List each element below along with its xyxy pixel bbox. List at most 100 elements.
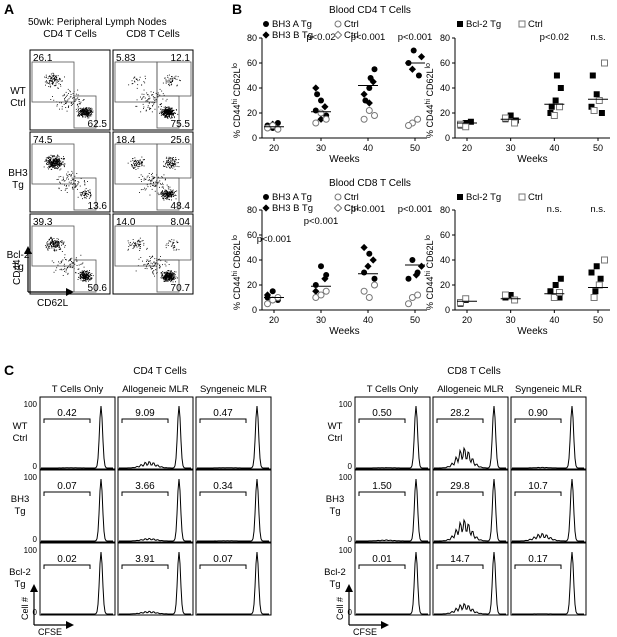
- flow-gate: [114, 61, 158, 103]
- data-point: [269, 288, 276, 295]
- legend-marker: [334, 193, 342, 201]
- flow-plot-frame: [29, 131, 111, 213]
- y-axis-label: % CD44hi CD62Llo: [425, 235, 435, 310]
- histogram-y-tick: 100: [24, 400, 38, 409]
- data-point: [321, 275, 329, 283]
- data-point: [318, 97, 324, 104]
- x-tick-label: 30: [316, 143, 326, 153]
- histogram-gate-value: 29.8: [450, 481, 470, 492]
- flow-gate-value: 12.1: [171, 53, 191, 64]
- cell-count-arrow-head: [30, 584, 38, 592]
- histogram-gate-value: 0.42: [57, 408, 77, 419]
- flow-gate-value: 39.3: [33, 217, 53, 228]
- data-point: [547, 288, 554, 295]
- flow-dots: [128, 74, 181, 119]
- panel-a-letter: A: [4, 1, 14, 17]
- y-tick-label: 0: [252, 305, 257, 315]
- p-value-label: p<0.001: [257, 234, 292, 245]
- data-point: [365, 294, 373, 301]
- y-tick-label: 60: [247, 230, 257, 240]
- histogram-curve: [197, 551, 269, 615]
- data-point: [405, 300, 412, 308]
- p-value-label: n.s.: [590, 32, 605, 43]
- histogram-y-tick: 0: [348, 535, 353, 544]
- data-point: [360, 115, 368, 123]
- data-point: [365, 99, 373, 107]
- data-point: [415, 72, 422, 79]
- data-point: [269, 122, 277, 129]
- scatter-plot: 02040608020p<0.00130p<0.00140p<0.00150p<…: [232, 192, 432, 337]
- histogram-gate-value: 0.02: [57, 554, 77, 565]
- histogram-frame: [510, 396, 587, 470]
- histogram-gate: [358, 491, 406, 496]
- cd8-blood-title: Blood CD8 T Cells: [329, 178, 411, 189]
- flow-gate-value: 62.5: [88, 119, 108, 130]
- histogram-gate-value: 0.07: [57, 481, 77, 492]
- x-tick-label: 50: [593, 315, 603, 325]
- flow-dots: [45, 236, 94, 283]
- histogram-gate: [358, 564, 406, 569]
- histogram-frame: [354, 396, 431, 470]
- histogram-row-label: Ctrl: [328, 433, 343, 444]
- data-point: [414, 115, 422, 123]
- flow-gate: [31, 61, 75, 103]
- legend-marker: [457, 21, 463, 27]
- data-point: [511, 296, 519, 304]
- histogram-frame: [195, 542, 272, 616]
- x-tick-label: 20: [269, 315, 279, 325]
- histogram-row-label: Tg: [14, 506, 25, 517]
- legend-label: Bcl-2 Tg: [466, 19, 501, 30]
- histogram-curve: [512, 405, 584, 469]
- y-tick-label: 0: [445, 305, 450, 315]
- legend-label: BH3 A Tg: [272, 192, 312, 203]
- data-point: [274, 120, 281, 126]
- data-point: [317, 291, 325, 299]
- x-tick-label: 20: [462, 143, 472, 153]
- flow-dots: [43, 154, 92, 200]
- histogram-curve: [119, 478, 191, 542]
- histogram-y-tick: 0: [33, 535, 38, 544]
- legend-label: Ctrl: [344, 19, 359, 30]
- histogram-frame: [195, 469, 272, 543]
- x-axis-label: Weeks: [329, 154, 359, 165]
- p-value-label: p<0.02: [540, 32, 569, 43]
- x-tick-label: 20: [462, 315, 472, 325]
- flow-gate-value: 26.1: [33, 53, 53, 64]
- histogram-frame: [195, 396, 272, 470]
- data-point: [501, 291, 509, 299]
- legend-label: BH3 B Tg: [272, 30, 313, 41]
- y-tick-label: 80: [440, 33, 450, 43]
- histogram-row-label: Bcl-2: [324, 567, 346, 578]
- histogram-row-label: Tg: [329, 579, 340, 590]
- histogram-curve: [434, 478, 506, 542]
- histogram-curve: [356, 405, 428, 469]
- x-tick-label: 50: [410, 143, 420, 153]
- histogram-gate: [43, 564, 91, 569]
- legend-label: BH3 B Tg: [272, 203, 313, 214]
- histogram-gate-value: 0.07: [213, 554, 233, 565]
- data-point: [264, 300, 271, 308]
- data-point: [589, 72, 596, 79]
- histogram-gate-value: 14.7: [450, 554, 470, 565]
- data-point: [409, 257, 416, 263]
- histogram-gate: [358, 418, 406, 423]
- flow-gate: [31, 225, 75, 267]
- y-tick-label: 20: [440, 108, 450, 118]
- histogram-gate-value: 3.66: [135, 481, 155, 492]
- flow-gate-value: 25.6: [171, 135, 191, 146]
- histogram-gate-value: 0.90: [528, 408, 548, 419]
- data-point: [360, 243, 368, 252]
- flow-gate-value: 14.0: [116, 217, 136, 228]
- histogram-curve: [356, 551, 428, 615]
- histogram-frame: [432, 542, 509, 616]
- histogram-y-tick: 0: [348, 608, 353, 617]
- p-value-label: p<0.001: [398, 204, 433, 215]
- cd4-blood-title: Blood CD4 T Cells: [329, 5, 411, 16]
- histogram-gate-value: 0.17: [528, 554, 548, 565]
- x-tick-label: 40: [363, 315, 373, 325]
- data-point: [590, 107, 598, 114]
- histogram-gate: [199, 418, 247, 423]
- y-axis-label: % CD44hi CD62Llo: [232, 63, 242, 138]
- data-point: [364, 262, 372, 270]
- cell-count-arrow-head: [345, 584, 353, 592]
